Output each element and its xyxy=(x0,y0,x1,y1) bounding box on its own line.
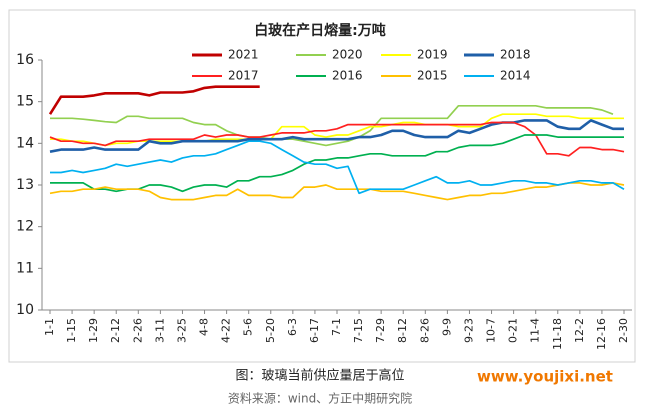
y-tick-label: 11 xyxy=(16,260,34,276)
chart-title: 白玻在产日熔量:万吨 xyxy=(254,22,386,39)
series-line xyxy=(50,104,614,147)
series-line xyxy=(50,140,625,195)
legend-label: 2021 xyxy=(228,48,259,62)
x-tick-label: 1-1 xyxy=(43,318,56,336)
x-tick-label: 11-4 xyxy=(529,318,542,343)
series-line xyxy=(49,119,624,153)
series-line xyxy=(49,182,625,201)
x-tick-label: 7-1 xyxy=(330,318,343,336)
x-tick-label: 6-3 xyxy=(286,318,299,336)
series-line xyxy=(50,134,624,193)
legend-label: 2015 xyxy=(417,69,448,83)
series-line xyxy=(48,85,260,115)
y-tick-label: 12 xyxy=(16,219,34,235)
x-tick-label: 3-11 xyxy=(153,318,166,343)
x-tick-label: 5-6 xyxy=(242,318,255,336)
watermark: www.youjixi.net xyxy=(477,368,613,386)
x-tick-label: 0-21 xyxy=(507,318,520,343)
x-tick-label: 7-15 xyxy=(352,318,365,343)
x-tick-label: 1-15 xyxy=(65,318,78,343)
x-tick-label: 9-9 xyxy=(440,318,453,336)
x-tick-label: 2-12 xyxy=(109,318,122,343)
legend-label: 2018 xyxy=(500,48,531,62)
x-tick-label: 8-26 xyxy=(418,318,431,343)
x-tick-label: 4-8 xyxy=(198,318,211,336)
caption: 图：玻璃当前供应量居于高位 xyxy=(235,368,404,384)
y-tick-label: 10 xyxy=(16,302,34,318)
y-tick-label: 13 xyxy=(16,177,34,193)
y-tick-label: 16 xyxy=(16,52,34,68)
x-tick-label: 1-29 xyxy=(87,318,100,343)
x-tick-label: 3-25 xyxy=(175,318,188,343)
legend-label: 2019 xyxy=(417,48,448,62)
x-tick-label: 2-30 xyxy=(617,318,630,343)
x-tick-label: 11-18 xyxy=(551,318,564,350)
x-tick-label: 5-20 xyxy=(264,318,277,343)
series-line xyxy=(49,121,625,157)
x-tick-label: 7-29 xyxy=(374,318,387,343)
x-tick-label: 8-12 xyxy=(396,318,409,343)
source: 资料来源：wind、方正中期研究院 xyxy=(228,391,412,406)
series-line xyxy=(50,113,624,147)
legend-label: 2017 xyxy=(228,69,259,83)
x-tick-label: 4-22 xyxy=(220,318,233,343)
x-tick-label: 12-16 xyxy=(595,318,608,350)
x-tick-label: 12-2 xyxy=(573,318,586,343)
legend-label: 2016 xyxy=(332,69,363,83)
legend-label: 2020 xyxy=(332,48,363,62)
x-tick-label: 9-23 xyxy=(462,318,475,343)
x-tick-label: 6-17 xyxy=(308,318,321,343)
x-tick-label: 10-7 xyxy=(485,318,498,343)
legend-label: 2014 xyxy=(500,69,531,83)
y-tick-label: 14 xyxy=(16,135,34,151)
x-tick-label: 2-26 xyxy=(131,318,144,343)
y-tick-label: 15 xyxy=(16,94,34,110)
